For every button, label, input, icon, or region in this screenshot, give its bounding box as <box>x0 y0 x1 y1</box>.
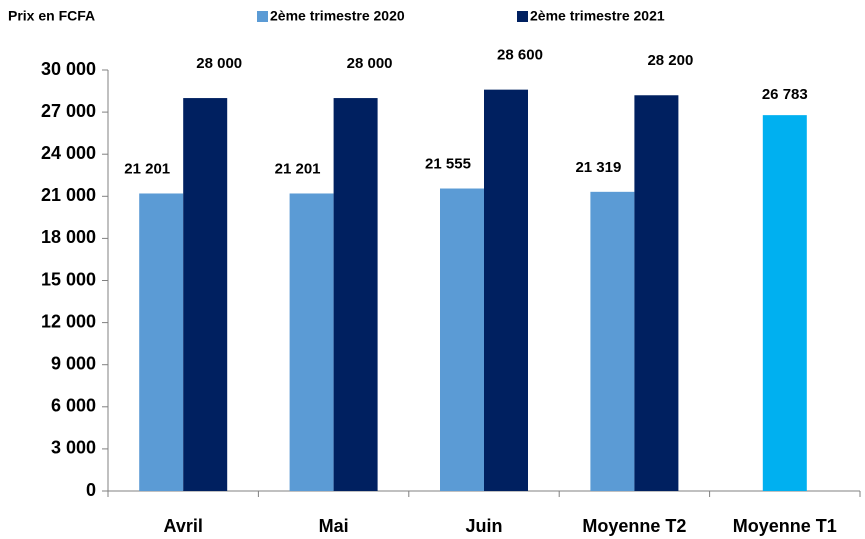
y-tick-label: 18 000 <box>41 227 96 247</box>
bar <box>333 98 378 492</box>
data-label: 26 783 <box>762 86 808 103</box>
x-tick-label: Juin <box>465 516 502 536</box>
y-tick-label: 3 000 <box>51 438 96 458</box>
y-tick-label: 15 000 <box>41 269 96 289</box>
y-tick-label: 21 000 <box>41 185 96 205</box>
legend-label: 2ème trimestre 2020 <box>270 8 405 24</box>
bar <box>762 115 807 491</box>
y-tick-label: 9 000 <box>51 353 96 373</box>
x-tick-label: Moyenne T2 <box>582 516 686 536</box>
bar <box>440 188 484 491</box>
data-label: 21 555 <box>425 155 471 172</box>
y-tick-label: 24 000 <box>41 143 96 163</box>
bar <box>289 193 334 491</box>
legend-swatch <box>517 11 528 22</box>
y-tick-label: 0 <box>86 480 96 500</box>
bar <box>183 98 228 492</box>
bar <box>484 89 528 491</box>
data-label: 21 201 <box>275 160 321 177</box>
data-label: 28 200 <box>647 52 693 69</box>
y-tick-label: 12 000 <box>41 311 96 331</box>
data-label: 28 000 <box>347 55 393 72</box>
legend-label: 2ème trimestre 2021 <box>530 8 665 24</box>
data-label: 28 000 <box>196 55 242 72</box>
data-label: 21 319 <box>575 159 621 176</box>
bar <box>139 193 184 491</box>
x-tick-label: Mai <box>319 516 349 536</box>
chart-title: Prix en FCFA <box>8 8 95 24</box>
data-label: 21 201 <box>124 160 170 177</box>
x-tick-label: Avril <box>164 516 203 536</box>
x-tick-label: Moyenne T1 <box>733 516 837 536</box>
y-tick-label: 27 000 <box>41 101 96 121</box>
y-tick-label: 30 000 <box>41 59 96 79</box>
bar <box>634 95 679 491</box>
data-label: 28 600 <box>497 47 543 64</box>
y-tick-label: 6 000 <box>51 396 96 416</box>
legend-swatch <box>257 11 268 22</box>
bar <box>590 191 635 491</box>
